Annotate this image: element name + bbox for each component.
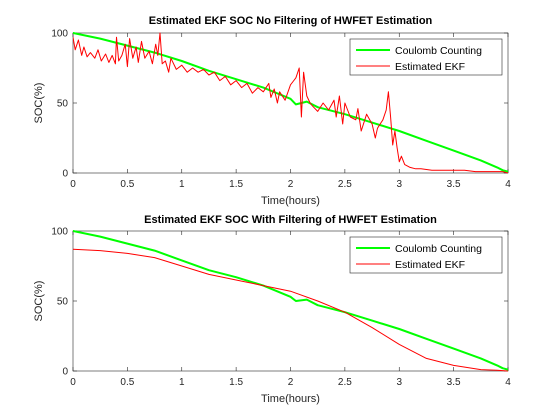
x-tick-label: 1.5 bbox=[229, 179, 243, 190]
series-line-coulomb-counting bbox=[73, 32, 508, 173]
x-tick-label: 2 bbox=[288, 377, 294, 388]
x-axis-label: Time(hours) bbox=[261, 195, 320, 207]
y-tick-label: 50 bbox=[57, 297, 69, 308]
legend: Coulomb Counting Estimated EKF bbox=[349, 38, 503, 76]
x-tick-label: 0 bbox=[70, 179, 76, 190]
x-tick-label: 2.5 bbox=[338, 377, 352, 388]
series-group bbox=[73, 230, 508, 372]
x-tick-label: 1 bbox=[179, 179, 185, 190]
x-axis-label: Time(hours) bbox=[261, 393, 320, 405]
series-line-estimated-ekf bbox=[73, 32, 508, 174]
y-tick-label: 100 bbox=[51, 227, 68, 238]
legend-label: Estimated EKF bbox=[395, 259, 465, 271]
chart-1: 0 0.5 1 1.5 2 2.5 3 3.5 4 0 50 100 Estimated EKF SOC… bbox=[33, 15, 511, 207]
x-tick-label: 4 bbox=[505, 179, 511, 190]
x-tick-label: 2 bbox=[288, 179, 294, 190]
x-tick-label: 3 bbox=[396, 377, 402, 388]
x-tick-label: 3.5 bbox=[447, 377, 461, 388]
y-tick-label: 50 bbox=[57, 99, 69, 110]
chart-title: Estimated EKF SOC No Filtering of HWFET … bbox=[149, 15, 433, 27]
x-tick-label: 1 bbox=[179, 377, 185, 388]
x-tick-label: 0 bbox=[70, 377, 76, 388]
legend: Coulomb Counting Estimated EKF bbox=[349, 236, 503, 274]
y-tick-label: 100 bbox=[51, 29, 68, 40]
legend-label: Coulomb Counting bbox=[395, 243, 482, 255]
legend-label: Coulomb Counting bbox=[395, 45, 482, 57]
y-axis-label: SOC(%) bbox=[33, 83, 45, 124]
legend-label: Estimated EKF bbox=[395, 61, 465, 73]
legend-box bbox=[349, 38, 503, 76]
x-tick-label: 0.5 bbox=[120, 377, 134, 388]
series-group bbox=[73, 32, 508, 174]
x-tick-label: 3 bbox=[396, 179, 402, 190]
x-tick-label: 1.5 bbox=[229, 377, 243, 388]
y-axis-label: SOC(%) bbox=[33, 281, 45, 322]
x-tick-label: 4 bbox=[505, 377, 511, 388]
y-tick-label: 0 bbox=[62, 367, 68, 378]
x-tick-label: 2.5 bbox=[338, 179, 352, 190]
series-line-coulomb-counting bbox=[73, 230, 508, 371]
legend-box bbox=[349, 236, 503, 274]
chart-title: Estimated EKF SOC With Filtering of HWFE… bbox=[144, 214, 437, 226]
chart-2: 0 0.5 1 1.5 2 2.5 3 3.5 4 0 50 100 Estimated EKF SOC… bbox=[33, 214, 511, 405]
x-tick-label: 3.5 bbox=[447, 179, 461, 190]
series-line-estimated-ekf bbox=[73, 248, 508, 372]
x-tick-label: 0.5 bbox=[120, 179, 134, 190]
y-tick-label: 0 bbox=[62, 169, 68, 180]
